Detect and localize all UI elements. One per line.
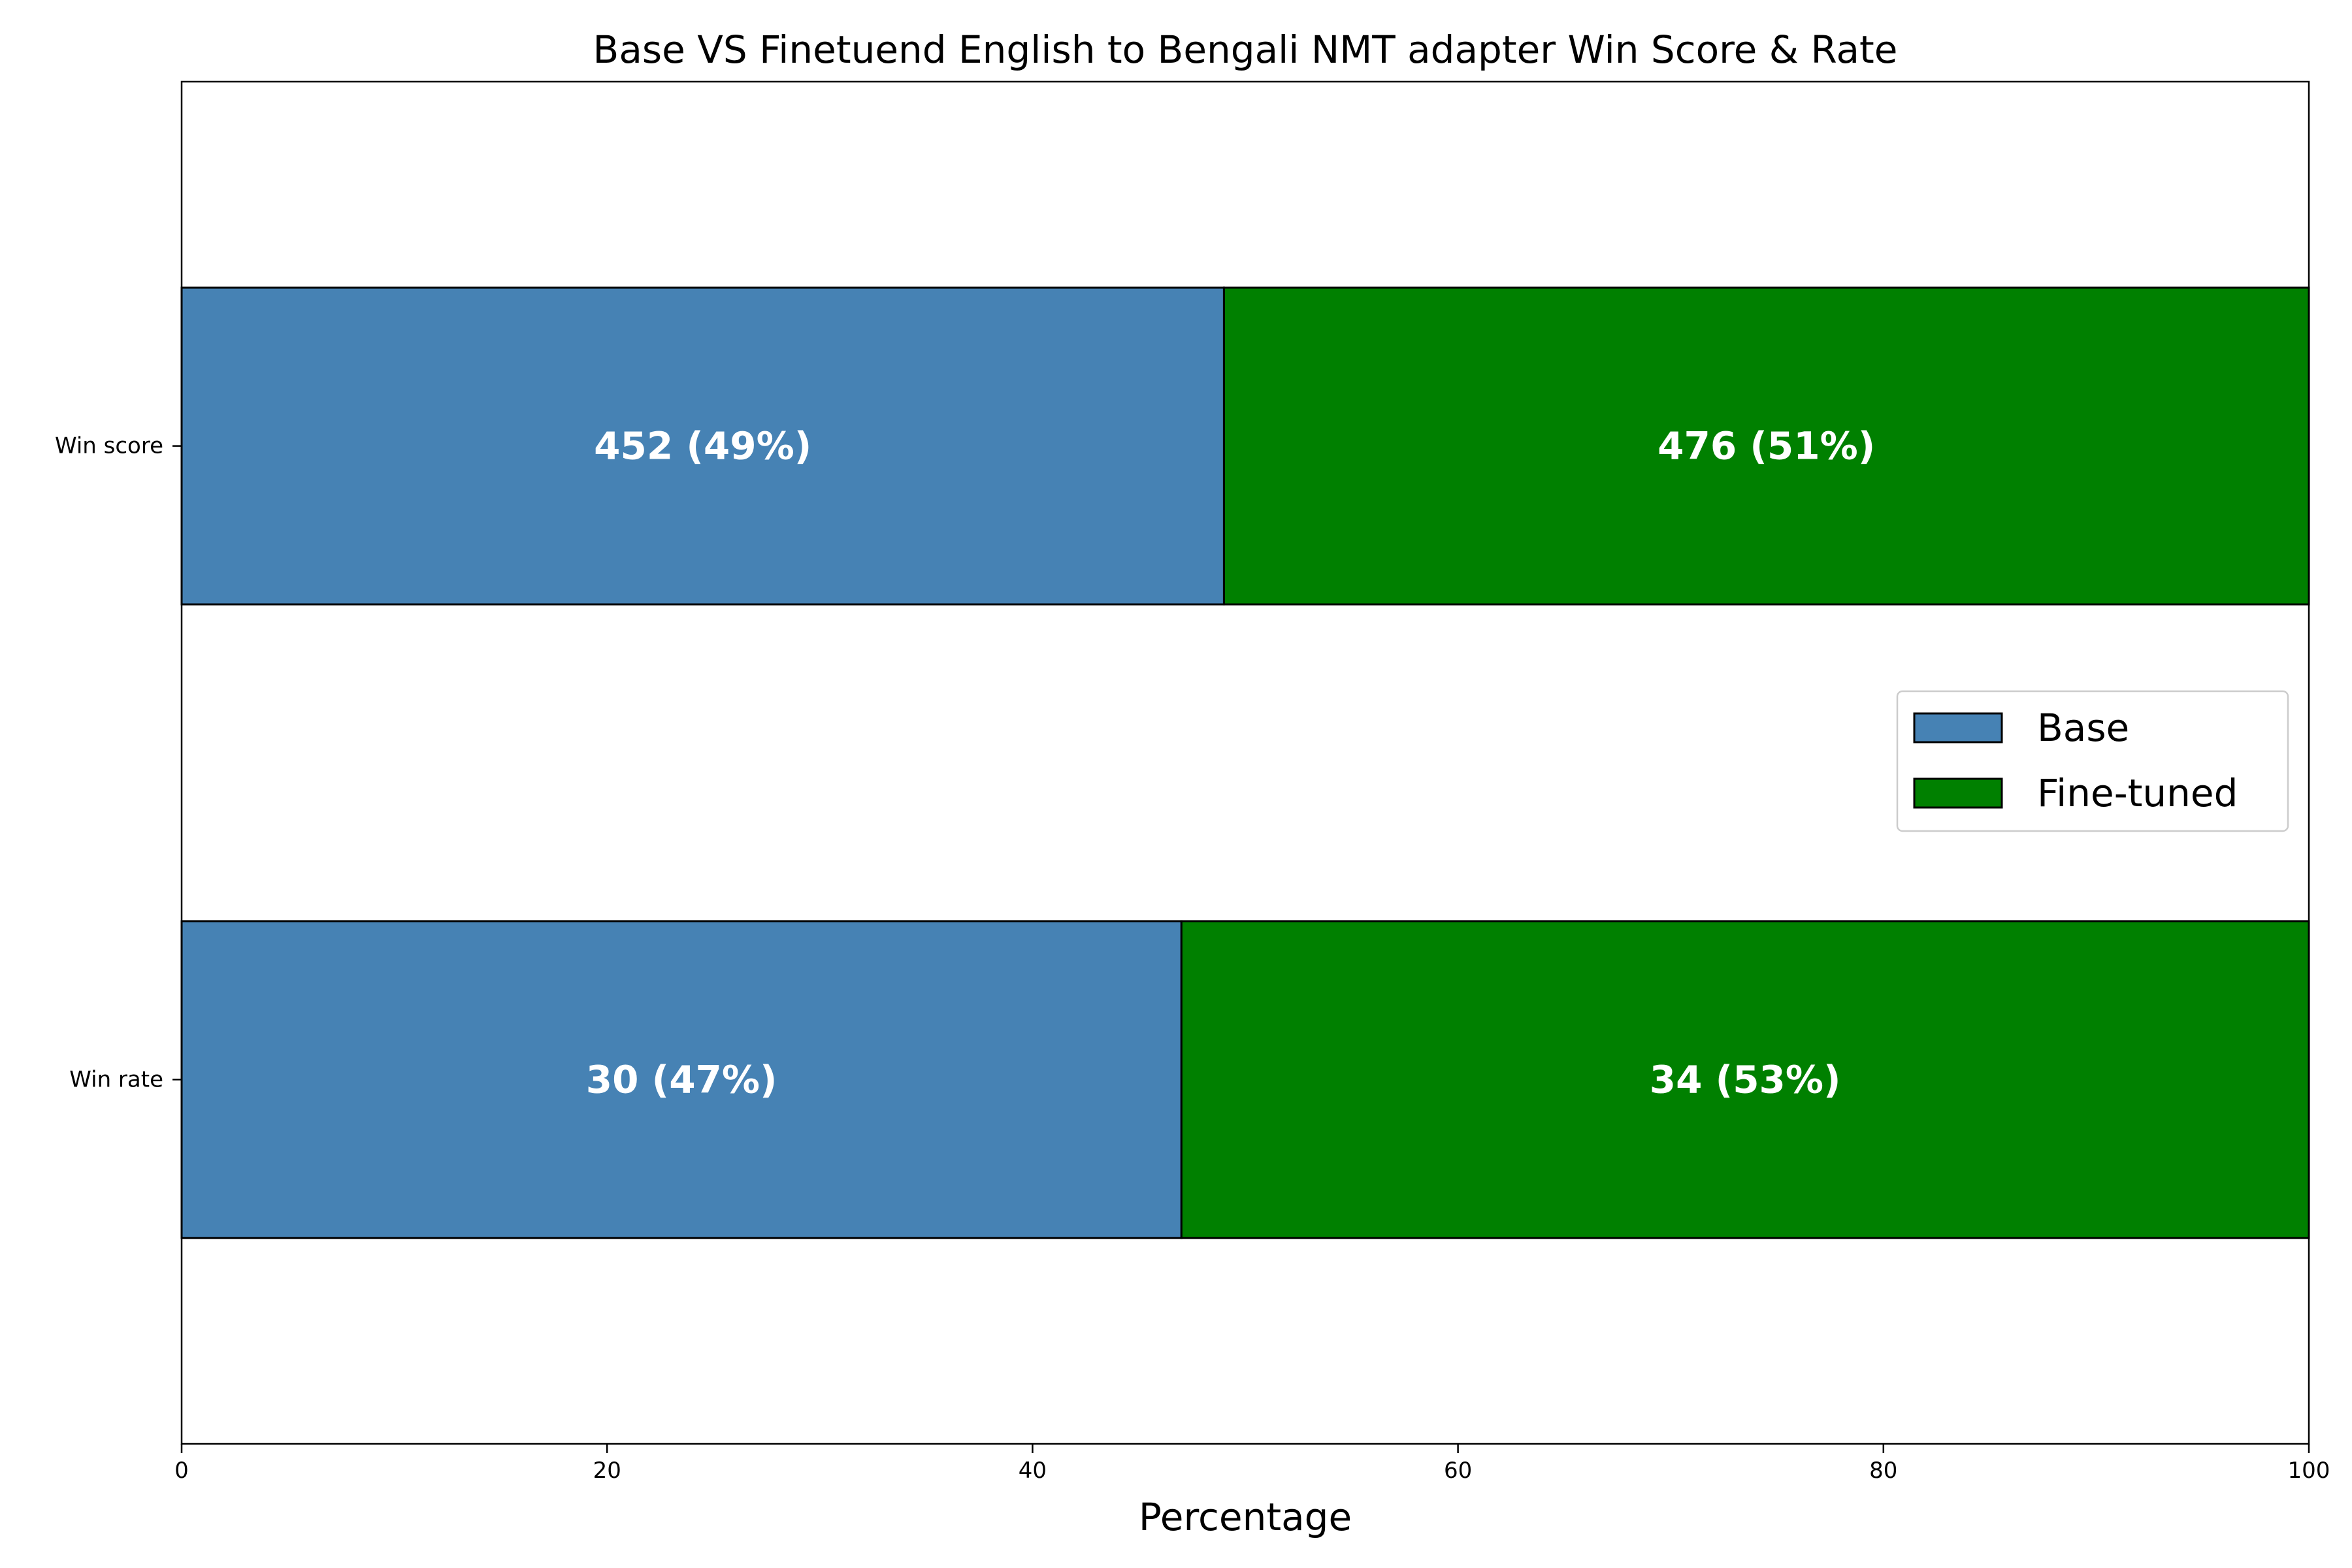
bar-value-label: 452 (49%) xyxy=(594,424,811,468)
x-tick-label: 0 xyxy=(174,1458,189,1484)
x-tick-label: 100 xyxy=(2288,1458,2330,1484)
chart-title: Base VS Finetuend English to Bengali NMT… xyxy=(593,27,1898,72)
x-axis-label: Percentage xyxy=(1139,1495,1352,1539)
x-tick-label: 40 xyxy=(1019,1458,1047,1484)
legend-swatch-fine-tuned xyxy=(1913,777,2003,809)
bar-base-win-rate xyxy=(180,920,1183,1239)
legend-label: Fine-tuned xyxy=(2037,771,2238,815)
x-tick-label: 60 xyxy=(1444,1458,1472,1484)
plot-frame xyxy=(180,80,2310,1445)
x-tick-label: 20 xyxy=(593,1458,621,1484)
legend: Base Fine-tuned xyxy=(1896,690,2289,832)
bar-value-label: 34 (53%) xyxy=(1650,1057,1841,1102)
legend-label: Base xyxy=(2037,706,2129,750)
bar-fine-tuned-win-rate xyxy=(1180,920,2310,1239)
bar-value-label: 476 (51%) xyxy=(1658,424,1875,468)
bar-value-label: 30 (47%) xyxy=(586,1057,777,1102)
legend-swatch-base xyxy=(1913,712,2003,743)
y-tick-label: Win score xyxy=(55,433,163,459)
x-tick-label: 80 xyxy=(1869,1458,1897,1484)
bar-base-win-score xyxy=(180,286,1225,606)
y-tick-label: Win rate xyxy=(69,1066,163,1092)
bar-fine-tuned-win-score xyxy=(1222,286,2310,606)
